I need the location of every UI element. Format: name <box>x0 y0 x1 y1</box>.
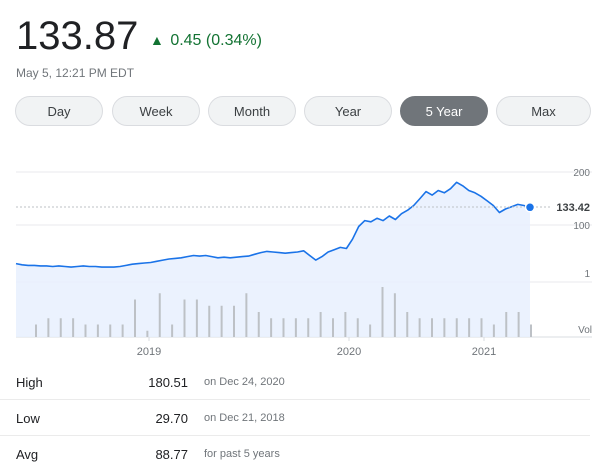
tab-max[interactable]: Max <box>496 96 591 126</box>
stat-row-avg: Avg 88.77 for past 5 years <box>0 436 590 471</box>
volume-bar <box>406 312 409 337</box>
current-price: 133.87 <box>16 14 139 58</box>
volume-bar <box>171 324 174 337</box>
volume-bar <box>134 299 136 337</box>
volume-bar <box>381 287 384 337</box>
range-tabs: Day Week Month Year 5 Year Max <box>15 96 591 128</box>
volume-bar <box>270 318 273 337</box>
volume-bar <box>393 293 396 337</box>
stat-value-low: 29.70 <box>155 411 188 426</box>
volume-bar <box>480 318 483 337</box>
volume-bar <box>530 324 532 337</box>
volume-bar <box>208 305 211 337</box>
volume-bar <box>505 312 508 337</box>
volume-bar <box>96 324 99 337</box>
stat-note-high: on Dec 24, 2020 <box>204 376 285 388</box>
stat-label-low: Low <box>16 411 40 426</box>
price-chart[interactable]: 200 100 1 Vol 2019 2020 2021 133.42 <box>0 150 600 365</box>
volume-bar <box>369 324 372 337</box>
price-change: ▲ 0.45 (0.34%) <box>150 32 262 50</box>
stat-label-high: High <box>16 375 43 390</box>
stat-value-high: 180.51 <box>148 375 188 390</box>
tab-year[interactable]: Year <box>304 96 392 126</box>
up-arrow-icon: ▲ <box>150 32 164 48</box>
y-tick-label: 1 <box>584 269 590 280</box>
current-value-dot <box>524 202 536 213</box>
volume-bar <box>84 324 87 337</box>
volume-bar <box>282 318 285 337</box>
volume-bar <box>257 312 260 337</box>
volume-bar <box>35 324 37 337</box>
volume-bar <box>72 318 75 337</box>
x-tick-label: 2019 <box>137 346 161 358</box>
stat-row-low: Low 29.70 on Dec 21, 2018 <box>0 400 590 436</box>
y-tick-label: 200 <box>573 168 590 179</box>
volume-bar <box>121 324 124 337</box>
volume-bar <box>431 318 433 337</box>
quote-timestamp: May 5, 12:21 PM EDT <box>16 66 135 80</box>
stats-table: High 180.51 on Dec 24, 2020 Low 29.70 on… <box>0 364 600 471</box>
volume-bar <box>468 318 471 337</box>
volume-bar <box>245 293 248 337</box>
price-chart-svg: 200 100 1 Vol 2019 2020 2021 133.42 <box>15 168 592 358</box>
volume-axis-label: Vol <box>578 325 592 336</box>
volume-bar <box>47 318 50 337</box>
volume-bar <box>344 312 347 337</box>
stat-label-avg: Avg <box>16 447 39 462</box>
volume-bar <box>455 318 458 337</box>
volume-bar <box>294 318 297 337</box>
volume-bar <box>233 305 235 337</box>
volume-bar <box>319 312 322 337</box>
price-area-fill <box>16 182 530 337</box>
current-value-label: 133.42 <box>556 202 590 214</box>
volume-bar <box>183 299 186 337</box>
tab-day[interactable]: Day <box>15 96 103 126</box>
volume-bar <box>158 293 161 337</box>
tab-month[interactable]: Month <box>208 96 296 126</box>
price-series-line <box>15 181 531 268</box>
volume-bar <box>59 318 62 337</box>
stat-value-avg: 88.77 <box>155 447 188 462</box>
volume-bar <box>356 318 359 337</box>
y-tick-label: 100 <box>573 221 590 232</box>
stat-note-low: on Dec 21, 2018 <box>204 412 285 424</box>
volume-bar <box>443 318 446 337</box>
volume-bar <box>307 318 310 337</box>
volume-bar <box>492 324 495 337</box>
volume-bar <box>418 318 421 337</box>
tab-week[interactable]: Week <box>112 96 200 126</box>
x-tick-label: 2020 <box>337 346 361 358</box>
current-value-label-bg <box>552 198 592 217</box>
price-change-value: 0.45 (0.34%) <box>170 32 262 49</box>
stat-row-high: High 180.51 on Dec 24, 2020 <box>0 364 590 400</box>
x-tick-label: 2021 <box>472 346 496 358</box>
stat-note-avg: for past 5 years <box>204 448 280 460</box>
volume-bar <box>517 312 520 337</box>
tab-5-year[interactable]: 5 Year <box>400 96 488 126</box>
volume-bar <box>146 330 149 337</box>
volume-bar <box>109 324 112 337</box>
volume-bar <box>220 305 223 337</box>
volume-bar <box>195 299 198 337</box>
volume-bar <box>332 318 334 337</box>
